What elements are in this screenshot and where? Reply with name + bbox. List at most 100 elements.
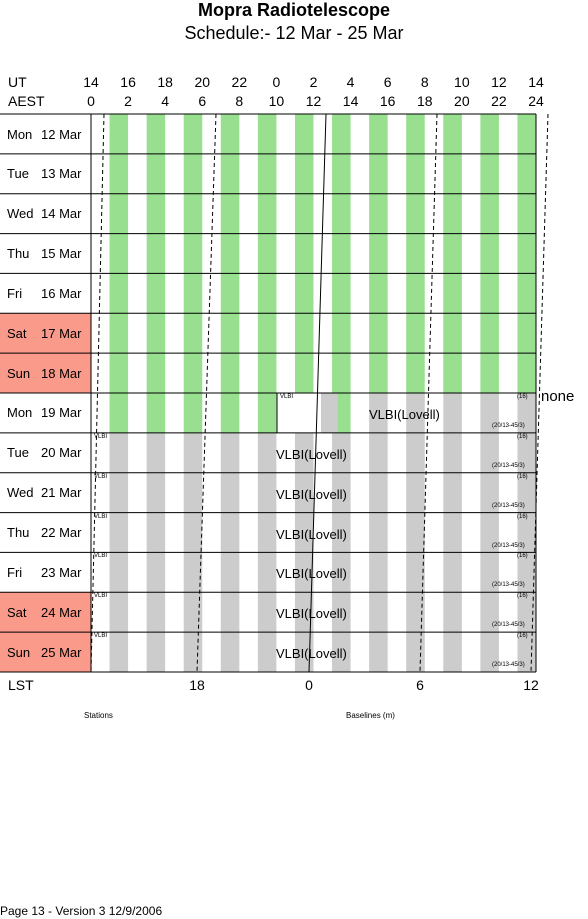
time-stripe bbox=[183, 193, 203, 234]
time-stripe bbox=[517, 552, 536, 593]
ut-tick-label: 16 bbox=[120, 74, 136, 90]
time-stripe bbox=[443, 392, 462, 433]
time-stripe bbox=[220, 592, 240, 633]
time-stripe bbox=[220, 353, 240, 393]
time-stripe bbox=[369, 233, 388, 274]
ut-tick-label: 2 bbox=[309, 74, 318, 90]
time-stripe bbox=[443, 632, 462, 672]
ut-tick-label: 20 bbox=[194, 74, 211, 90]
day-date: 25 Mar bbox=[41, 644, 82, 660]
day-date: 15 Mar bbox=[41, 246, 82, 262]
day-date: 21 Mar bbox=[41, 485, 82, 501]
time-stripe bbox=[109, 512, 129, 553]
time-stripe bbox=[369, 512, 388, 553]
time-stripe bbox=[183, 592, 203, 633]
time-stripe bbox=[332, 632, 351, 672]
day-label: Wed 21 Mar bbox=[0, 473, 91, 513]
time-stripe bbox=[183, 273, 203, 314]
ut-tick-label: 12 bbox=[491, 74, 507, 90]
time-stripe bbox=[220, 313, 240, 354]
time-stripe bbox=[480, 313, 499, 354]
time-stripe bbox=[257, 193, 277, 234]
time-stripe bbox=[109, 632, 129, 672]
time-stripe bbox=[369, 552, 388, 593]
time-stripe bbox=[220, 632, 240, 672]
project-note-top: (16) bbox=[517, 633, 528, 640]
project-name: VLBI(Lovell) bbox=[276, 526, 347, 542]
time-stripe bbox=[517, 432, 536, 473]
aest-tick-label: 4 bbox=[161, 93, 170, 109]
time-stripe bbox=[146, 512, 166, 553]
time-stripe bbox=[369, 193, 388, 234]
lst-line bbox=[530, 113, 549, 673]
project-tag: VLBI bbox=[94, 633, 108, 640]
project-tag: VLBI bbox=[94, 593, 108, 600]
time-stripe bbox=[517, 313, 536, 354]
time-stripe bbox=[257, 432, 277, 473]
time-stripe bbox=[406, 153, 425, 194]
time-stripe bbox=[294, 273, 314, 314]
time-stripe bbox=[369, 432, 388, 473]
project-block bbox=[277, 392, 321, 433]
time-stripe bbox=[183, 353, 203, 393]
day-name: Sun bbox=[7, 365, 31, 381]
time-stripe bbox=[369, 392, 388, 433]
aest-tick-label: 2 bbox=[124, 93, 132, 109]
project-note-top: (16) bbox=[517, 553, 528, 560]
time-stripe bbox=[332, 233, 351, 274]
time-stripe bbox=[480, 193, 499, 234]
ut-tick-label: 14 bbox=[528, 74, 544, 90]
side-label: none bbox=[541, 388, 575, 405]
time-stripe bbox=[146, 552, 166, 593]
ut-tick-label: 8 bbox=[420, 74, 429, 90]
day-label: Mon 12 Mar bbox=[0, 114, 91, 154]
time-stripe bbox=[443, 233, 462, 274]
time-stripe bbox=[109, 472, 129, 513]
stations-caption: Stations bbox=[84, 711, 113, 720]
time-stripe bbox=[369, 153, 388, 194]
project-note-top: (16) bbox=[517, 433, 528, 440]
day-label: Tue 20 Mar bbox=[0, 433, 91, 473]
time-stripe bbox=[220, 193, 240, 234]
project-note-bottom: (20/13-45/3) bbox=[492, 422, 525, 429]
time-stripe bbox=[294, 313, 314, 354]
time-stripe bbox=[109, 552, 129, 593]
day-name: Fri bbox=[7, 285, 23, 301]
time-stripe bbox=[332, 512, 351, 553]
baselines-caption: Baselines (m) bbox=[346, 711, 395, 720]
time-stripe bbox=[443, 512, 462, 553]
aest-tick-label: 18 bbox=[416, 93, 433, 109]
time-stripe bbox=[294, 114, 314, 154]
time-stripe bbox=[480, 512, 499, 553]
time-stripe bbox=[517, 273, 536, 314]
time-stripe bbox=[517, 392, 536, 433]
lst-tick-label: 6 bbox=[416, 677, 424, 693]
time-stripe bbox=[146, 592, 166, 633]
time-stripe bbox=[332, 313, 351, 354]
time-stripe bbox=[443, 153, 462, 194]
time-stripe bbox=[480, 632, 499, 672]
aest-tick-label: 22 bbox=[491, 93, 507, 109]
time-stripe bbox=[369, 632, 388, 672]
time-stripe bbox=[517, 233, 536, 274]
time-stripe bbox=[183, 432, 203, 473]
time-stripe bbox=[220, 114, 240, 154]
project-note-bottom: (20/13-45/3) bbox=[492, 662, 525, 669]
time-stripe bbox=[294, 552, 314, 593]
project-tag: VLBI bbox=[94, 553, 108, 560]
day-name: Tue bbox=[7, 445, 29, 461]
time-stripe bbox=[294, 193, 314, 234]
day-name: Sat bbox=[7, 325, 27, 341]
time-stripe bbox=[257, 632, 277, 672]
lst-tick-label: 12 bbox=[523, 677, 539, 693]
time-stripe bbox=[146, 193, 166, 234]
day-name: Tue bbox=[7, 166, 29, 182]
day-label: Sat 17 Mar bbox=[0, 313, 91, 353]
aest-tick-label: 16 bbox=[379, 93, 396, 109]
project-tag: VLBI bbox=[94, 473, 108, 480]
weekend-highlight bbox=[0, 353, 91, 393]
project-note-bottom: (20/13-45/3) bbox=[492, 462, 525, 469]
time-stripe bbox=[480, 153, 499, 194]
time-stripe bbox=[517, 193, 536, 234]
time-stripe bbox=[321, 392, 338, 433]
